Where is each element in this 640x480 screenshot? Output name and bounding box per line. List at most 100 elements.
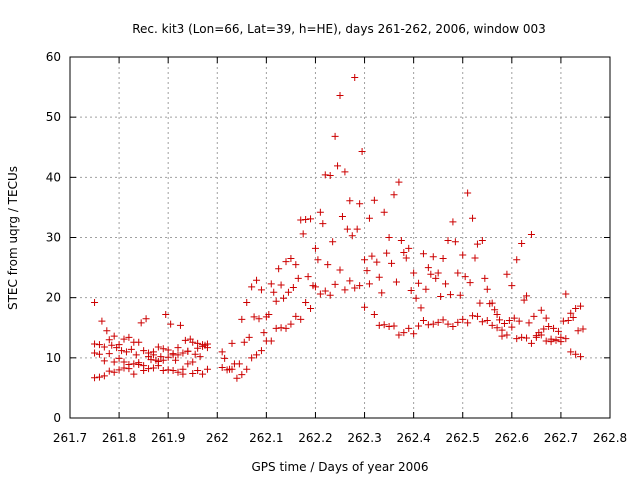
data-point	[525, 319, 533, 327]
data-point	[498, 332, 506, 340]
data-point	[395, 331, 403, 339]
data-point	[314, 256, 322, 264]
x-tick-label: 261.7	[53, 431, 87, 445]
data-point	[459, 315, 467, 323]
data-point	[579, 325, 587, 333]
data-point	[304, 273, 312, 281]
data-point	[250, 313, 258, 321]
data-point	[203, 365, 211, 373]
data-point	[203, 340, 211, 348]
data-point	[508, 323, 516, 331]
data-point	[341, 286, 349, 294]
data-point	[483, 317, 491, 325]
data-point	[459, 251, 467, 259]
data-point	[122, 348, 130, 356]
data-point	[574, 327, 582, 335]
data-point	[142, 315, 150, 323]
data-point	[336, 92, 344, 100]
data-point	[130, 360, 138, 368]
data-point	[132, 351, 140, 359]
data-point	[95, 350, 103, 358]
data-point	[464, 319, 472, 327]
data-point	[270, 288, 278, 296]
data-point	[559, 317, 567, 325]
x-tick-label: 261.9	[151, 431, 185, 445]
data-point	[105, 367, 113, 375]
data-point	[527, 230, 535, 238]
data-point	[98, 317, 106, 325]
plot-frame	[69, 56, 611, 419]
x-tick-label: 262	[206, 431, 229, 445]
data-point	[105, 350, 113, 358]
data-point	[356, 282, 364, 290]
data-point	[444, 237, 452, 245]
data-point	[218, 348, 226, 356]
x-tick-label: 262.3	[347, 431, 381, 445]
data-point	[154, 343, 162, 351]
data-point	[419, 317, 427, 325]
data-point	[469, 312, 477, 320]
data-point	[456, 291, 464, 299]
data-point	[95, 341, 103, 349]
data-point	[324, 261, 332, 269]
data-point	[243, 365, 251, 373]
data-point	[189, 358, 197, 366]
data-point	[375, 273, 383, 281]
data-point	[338, 212, 346, 220]
data-point	[120, 364, 128, 372]
data-point	[449, 323, 457, 331]
data-point	[513, 335, 521, 343]
data-point	[289, 283, 297, 291]
data-point	[473, 312, 481, 320]
data-point	[164, 346, 172, 354]
data-point	[545, 323, 553, 331]
data-point	[540, 325, 548, 333]
data-point	[95, 373, 103, 381]
data-point	[405, 244, 413, 252]
data-point	[515, 317, 523, 325]
data-point	[91, 340, 99, 348]
data-point	[100, 357, 108, 365]
data-point	[346, 197, 354, 205]
data-point	[476, 299, 484, 307]
data-point	[176, 321, 184, 329]
data-point	[137, 319, 145, 327]
data-point	[424, 264, 432, 272]
data-point	[321, 287, 329, 295]
data-point	[110, 358, 118, 366]
data-point	[164, 353, 172, 361]
data-point	[365, 280, 373, 288]
data-point	[115, 366, 123, 374]
y-tick-label: 60	[46, 50, 61, 64]
data-point	[434, 269, 442, 277]
data-point	[378, 289, 386, 297]
data-point	[550, 324, 558, 332]
x-tick-label: 262.1	[249, 431, 283, 445]
data-point	[562, 335, 570, 343]
data-point	[454, 318, 462, 326]
data-point	[115, 354, 123, 362]
data-point	[483, 285, 491, 293]
data-point	[100, 372, 108, 380]
data-point	[358, 147, 366, 155]
data-point	[326, 172, 334, 180]
data-point	[294, 274, 302, 282]
data-point	[127, 345, 135, 353]
data-point	[253, 351, 261, 359]
data-point	[356, 200, 364, 208]
data-point	[493, 311, 501, 319]
data-point	[351, 284, 359, 292]
data-point	[410, 330, 418, 338]
x-tick-label: 262.4	[396, 431, 430, 445]
data-point	[503, 331, 511, 339]
data-point	[542, 337, 550, 345]
data-point	[500, 320, 508, 328]
data-point	[520, 296, 528, 304]
data-point	[505, 317, 513, 325]
data-point	[272, 324, 280, 332]
data-point	[427, 270, 435, 278]
data-point	[316, 290, 324, 298]
data-point	[577, 302, 585, 310]
